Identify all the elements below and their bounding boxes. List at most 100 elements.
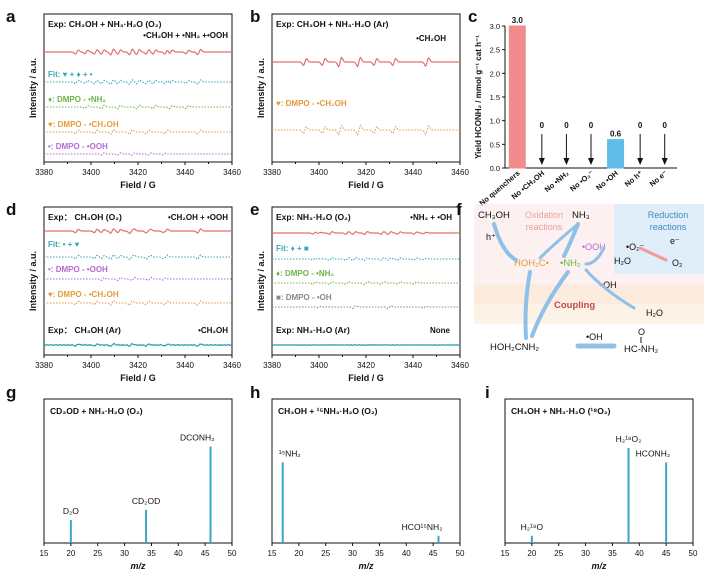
- panel-f-hplus: h⁺: [486, 232, 496, 242]
- panel-f-ch2oh: HOH₂C•: [514, 258, 549, 269]
- panel-h-xtick-label: 30: [348, 549, 357, 558]
- panel-d-legend-1: Fit: • + ♥: [48, 240, 80, 249]
- panel-f-nh2: •NH₂: [560, 258, 581, 269]
- panel-f-formamide: HC-NH₂: [624, 344, 659, 355]
- panel-f-eminus: e⁻: [670, 236, 680, 246]
- panel-c-value-label-5: 0: [638, 121, 643, 130]
- panel-b-xtick-label: 3400: [310, 168, 328, 177]
- panel-c-arrowhead-3: [588, 158, 594, 165]
- panel-b-ylabel: Intensity / a.u.: [256, 58, 266, 118]
- panel-b-annotation: •CH₂OH: [416, 34, 446, 43]
- panel-c-bar-4: [607, 139, 625, 169]
- panel-a-legend-2: ♦: DMPO - •NH₂: [48, 95, 106, 104]
- panel-h-title: CH₃OH + ¹⁵NH₃·H₂O (O₂): [278, 406, 378, 416]
- panel-e-xtick-label: 3380: [263, 361, 281, 370]
- panel-f-arrow-ch3oh: [492, 222, 518, 262]
- panel-e-xtick-label: 3460: [451, 361, 469, 370]
- panel-e-annotation2: None: [430, 326, 451, 335]
- panel-a-annotation: •CH₂OH + •NH₂ +•OOH: [143, 31, 228, 40]
- panel-f-arrow-nh3-b: [538, 222, 580, 260]
- panel-c-value-label-6: 0: [662, 121, 667, 130]
- panel-i-xtick-label: 15: [501, 549, 510, 558]
- panel-f-arrow-nh3: [562, 222, 580, 258]
- panel-g-xtick-label: 35: [147, 549, 156, 558]
- panel-letter-b: b: [250, 7, 260, 26]
- panel-f-oh: •OH: [600, 280, 617, 290]
- panel-b-legend-1: ♥: DMPO - •CH₂OH: [276, 99, 347, 108]
- panel-a-xlabel: Field / G: [120, 180, 156, 190]
- panel-e-series-4: [271, 343, 461, 347]
- panel-f-h2o-right: H₂O: [646, 308, 663, 318]
- panel-h-peak-label-0: ¹⁵NH₂: [279, 448, 301, 458]
- panel-e-series-3: [272, 305, 460, 309]
- panel-h-xtick-label: 35: [375, 549, 384, 558]
- panel-d-series-0: [44, 228, 232, 235]
- panel-e-xtick-label: 3420: [357, 361, 375, 370]
- panel-h-peak-label-1: HCO¹⁵NH₂: [402, 522, 443, 532]
- panel-g-title: CD₃OD + NH₃·H₂O (O₂): [50, 406, 143, 416]
- panel-g-frame: [43, 398, 233, 544]
- panel-f-nh3: NH₃: [572, 210, 590, 221]
- panel-g-xtick-label: 15: [40, 549, 49, 558]
- panel-d-annotation2: •CH₂OH: [198, 326, 228, 335]
- panel-letter-i: i: [485, 383, 490, 402]
- panel-i-xtick-label: 30: [581, 549, 590, 558]
- panel-e-xtick-label: 3400: [310, 361, 328, 370]
- panel-letter-a: a: [6, 7, 16, 26]
- panel-a-xtick-label: 3400: [82, 168, 100, 177]
- panel-e-series-0: [272, 230, 460, 236]
- panel-i-peak-label-0: H₂¹⁸O: [521, 522, 544, 532]
- panel-d-title2: Exp： CH₃OH (Ar): [48, 325, 121, 335]
- panel-e-ylabel: Intensity / a.u.: [256, 251, 266, 311]
- panel-a-legend-1: Fit: ♥ + ♦ + •: [48, 70, 93, 79]
- panel-d-xlabel: Field / G: [120, 373, 156, 383]
- panel-b-xtick-label: 3380: [263, 168, 281, 177]
- panel-c-value-label-4: 0.6: [610, 130, 622, 139]
- panel-b-xlabel: Field / G: [348, 180, 384, 190]
- panel-b-xtick-label: 3460: [451, 168, 469, 177]
- panel-g-xtick-label: 20: [66, 549, 75, 558]
- panel-e-legend-2: ♦: DMPO - •NH₂: [276, 269, 334, 278]
- panel-f-oh-arrow: •OH: [586, 332, 603, 342]
- panel-c-ytick-label: 3.0: [490, 22, 500, 31]
- panel-f-arrow-coupling-a: [523, 270, 532, 340]
- panel-g-peak-label-1: CD₂OD: [132, 496, 160, 506]
- panel-a-xtick-label: 3440: [176, 168, 194, 177]
- panel-d-xtick-label: 3440: [176, 361, 194, 370]
- panel-c-value-label-1: 0: [540, 121, 545, 130]
- panel-f-ch3oh: CH₃OH: [478, 210, 510, 221]
- panel-e-title2: Exp: NH₃·H₂O (Ar): [276, 325, 350, 335]
- panel-f-oxidation-1: Oxidation: [525, 210, 563, 220]
- panel-g-xtick-label: 40: [174, 549, 183, 558]
- panel-b-series-1: [272, 124, 460, 136]
- panel-h-frame: [271, 398, 461, 544]
- panel-i-peak-label-2: HCONH₂: [636, 448, 670, 458]
- panel-c-ytick-label: 0.0: [490, 164, 500, 173]
- panel-g-xtick-label: 50: [228, 549, 237, 558]
- panel-h-xtick-label: 25: [321, 549, 330, 558]
- panel-g-peak-label-2: DCONH₂: [180, 433, 214, 443]
- panel-f-arrow-coupling-b: [530, 270, 570, 338]
- panel-b-xtick-label: 3440: [404, 168, 422, 177]
- panel-f-coupling: Coupling: [554, 300, 595, 311]
- panel-e-title: Exp: NH₃·H₂O (O₂): [276, 212, 351, 222]
- panel-c-category-2: No •NH₂: [543, 169, 571, 194]
- panel-e-xlabel: Field / G: [348, 373, 384, 383]
- panel-d-xtick-label: 3380: [35, 361, 53, 370]
- panel-h-xlabel: m/z: [358, 561, 374, 571]
- panel-c-value-label-3: 0: [589, 121, 594, 130]
- panel-i-xtick-label: 40: [635, 549, 644, 558]
- panel-a-series-1: [44, 79, 232, 85]
- panel-a-series-0: [44, 48, 232, 56]
- panel-f-arrow-ooh: [584, 246, 606, 266]
- panel-c-value-label-2: 0: [564, 121, 569, 130]
- panel-c-ytick-label: 2.0: [490, 69, 500, 78]
- panel-a-series-2: [44, 104, 232, 110]
- panel-c-ytick-label: 1.0: [490, 117, 500, 126]
- panel-c-arrowhead-1: [538, 158, 545, 165]
- panel-d-xtick-label: 3400: [82, 361, 100, 370]
- panel-d-series-3: [44, 300, 232, 306]
- panel-e-series-1: [272, 257, 460, 261]
- panel-i-xlabel: m/z: [591, 561, 607, 571]
- panel-g-xtick-label: 45: [201, 549, 210, 558]
